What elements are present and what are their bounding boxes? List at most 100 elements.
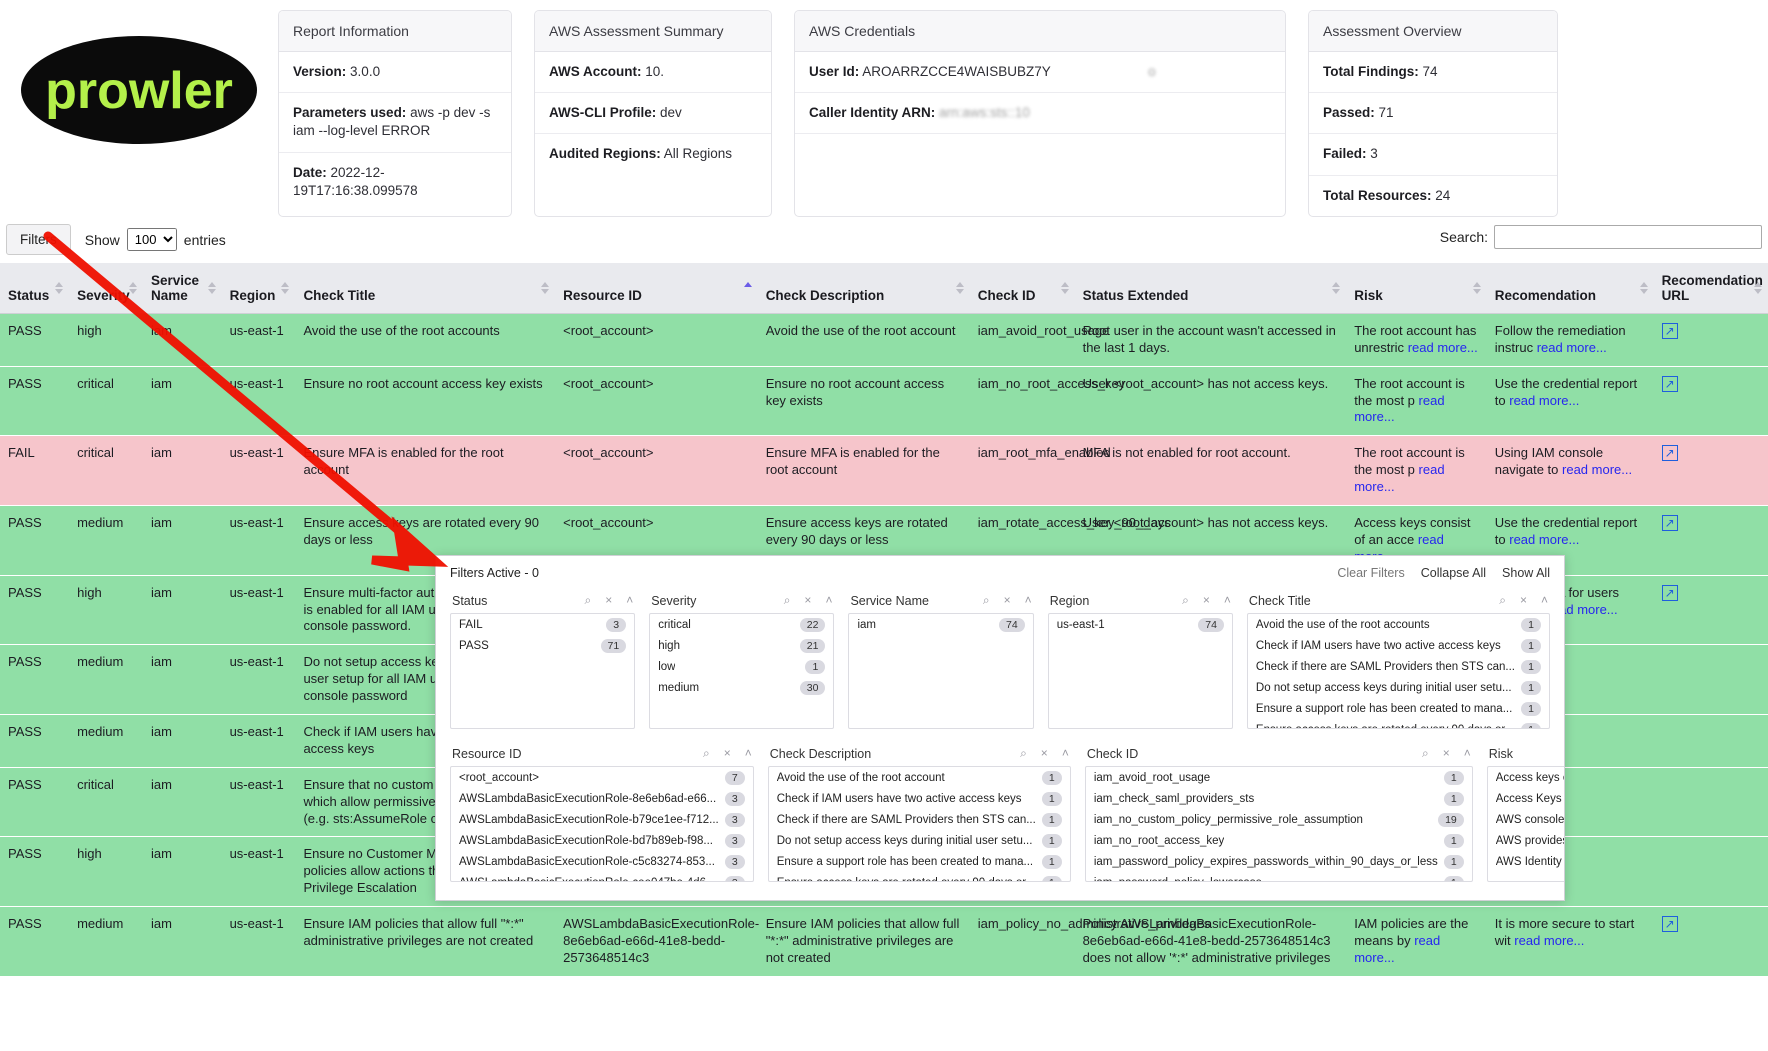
filter-option[interactable]: Check if IAM users have two active acces… <box>1248 635 1549 656</box>
chevron-up-icon[interactable]: ˄ <box>1463 746 1471 760</box>
external-link-icon[interactable]: ↗ <box>1661 375 1678 392</box>
filter-option[interactable]: iam_avoid_root_usage 1 <box>1086 767 1472 788</box>
chevron-up-icon[interactable]: ˄ <box>1540 593 1548 607</box>
filter-option[interactable]: us-east-1 74 <box>1049 614 1232 635</box>
filter-option[interactable]: Avoid the use of the root accounts 1 <box>1248 614 1549 635</box>
filter-option[interactable]: low 1 <box>650 656 833 677</box>
sort-icon[interactable] <box>1472 280 1482 296</box>
sort-icon[interactable] <box>1332 280 1341 296</box>
col-severity[interactable]: Severity <box>69 262 143 314</box>
search-icon[interactable]: ⌕ <box>702 746 710 760</box>
col-recomendation-url[interactable]: Recomendation URL <box>1653 262 1768 314</box>
sort-icon-active[interactable] <box>743 280 753 296</box>
read-more-link[interactable]: read more... <box>1562 462 1633 478</box>
clear-icon[interactable]: × <box>723 746 731 760</box>
filter-option-list[interactable]: critical 22 high 21 low 1 medium 30 <box>649 613 835 729</box>
read-more-link[interactable]: read more... <box>1514 933 1585 949</box>
clear-icon[interactable]: × <box>804 593 812 607</box>
external-link-icon[interactable]: ↗ <box>1661 445 1678 462</box>
collapse-all-button[interactable]: Collapse All <box>1420 566 1487 580</box>
filter-option[interactable]: AWSLambdaBasicExecutionRole-c5c83274-853… <box>451 851 753 872</box>
chevron-up-icon[interactable]: ˄ <box>1223 593 1231 607</box>
read-more-link[interactable]: read more... <box>1407 339 1478 355</box>
search-input[interactable] <box>1494 224 1762 249</box>
external-link-icon[interactable]: ↗ <box>1661 322 1678 339</box>
filter-option[interactable]: iam 74 <box>849 614 1032 635</box>
sort-icon[interactable] <box>281 280 290 296</box>
filter-option[interactable]: Ensure a support role has been created t… <box>769 851 1070 872</box>
filter-option[interactable]: Access keys consist of an access key ID … <box>1488 767 1564 788</box>
table-row[interactable]: PASS critical iam us-east-1 Ensure no root a… <box>0 366 1768 437</box>
search-icon[interactable]: ⌕ <box>1499 593 1506 607</box>
search-icon[interactable]: ⌕ <box>783 593 791 607</box>
filter-option[interactable]: critical 22 <box>650 614 833 635</box>
clear-icon[interactable]: × <box>1442 746 1450 760</box>
col-service-name[interactable]: Service Name <box>142 262 222 314</box>
filter-option-list[interactable]: iam 74 <box>848 613 1034 729</box>
filter-option[interactable]: FAIL 3 <box>451 614 634 635</box>
filter-option-list[interactable]: Avoid the use of the root account 1 Check … <box>767 766 1071 882</box>
chevron-up-icon[interactable]: ˄ <box>1061 746 1069 760</box>
filter-option-list[interactable]: us-east-1 74 <box>1047 613 1233 729</box>
filter-option-list[interactable]: Avoid the use of the root accounts 1 Check… <box>1246 613 1550 729</box>
sort-icon[interactable] <box>1060 280 1070 296</box>
filter-option[interactable]: PASS 71 <box>451 635 634 656</box>
filter-option-list[interactable]: Access keys consist of an access key ID … <box>1486 766 1564 882</box>
filter-option-list[interactable]: iam_avoid_root_usage 1 iam_check_saml_prov… <box>1084 766 1473 882</box>
filter-option[interactable]: Check if there are SAML Providers then S… <box>769 809 1070 830</box>
read-more-link[interactable]: read more... <box>1547 601 1618 617</box>
filter-option[interactable]: AWS provides a support center that can b… <box>1488 830 1564 851</box>
filter-option[interactable]: AWS Identity and Access Management is us… <box>1488 851 1564 872</box>
clear-filters-button[interactable]: Clear Filters <box>1337 566 1405 580</box>
search-icon[interactable]: ⌕ <box>584 593 592 607</box>
filter-option[interactable]: Ensure access keys are rotated every 90 … <box>1248 719 1549 728</box>
filter-option[interactable]: iam_check_saml_providers_sts 1 <box>1086 788 1472 809</box>
sort-icon[interactable] <box>1754 280 1763 296</box>
read-more-link[interactable]: read more... <box>1509 392 1580 408</box>
clear-icon[interactable]: × <box>605 593 613 607</box>
external-link-icon[interactable]: ↗ <box>1661 584 1678 601</box>
filter-option[interactable]: iam_no_custom_policy_permissive_role_ass… <box>1086 809 1472 830</box>
filter-option[interactable]: AWSLambdaBasicExecutionRole-8e6eb6ad-e66… <box>451 788 753 809</box>
table-row[interactable]: PASS high iam us-east-1 Avoid the use of the… <box>0 313 1768 367</box>
col-status[interactable]: Status <box>0 262 70 314</box>
read-more-link[interactable]: read more... <box>1509 531 1580 547</box>
clear-icon[interactable]: × <box>1040 746 1048 760</box>
clear-icon[interactable]: × <box>1003 593 1011 607</box>
filter-option[interactable]: Access Keys could be lost or stolen. It … <box>1488 788 1564 809</box>
filter-option[interactable]: Check if there are SAML Providers then S… <box>1248 656 1549 677</box>
col-check-title[interactable]: Check Title <box>295 262 556 314</box>
filter-option[interactable]: <root_account> 7 <box>451 767 753 788</box>
col-region[interactable]: Region <box>221 262 296 314</box>
filter-option[interactable]: AWSLambdaBasicExecutionRole-cee047be-4d6… <box>451 872 753 881</box>
filter-option[interactable]: Ensure a support role has been created t… <box>1248 698 1549 719</box>
table-row[interactable]: FAIL critical iam us-east-1 Ensure MFA is en… <box>0 435 1768 506</box>
chevron-up-icon[interactable]: ˄ <box>626 593 634 607</box>
chevron-up-icon[interactable]: ˄ <box>825 593 833 607</box>
sort-icon[interactable] <box>955 280 965 296</box>
filter-option[interactable]: Check if IAM users have two active acces… <box>769 788 1070 809</box>
filters-button[interactable]: Filters <box>6 224 71 256</box>
search-icon[interactable]: ⌕ <box>1421 746 1429 760</box>
read-more-link[interactable]: read more... <box>1354 933 1441 965</box>
filter-option[interactable]: medium 30 <box>650 677 833 698</box>
clear-icon[interactable]: × <box>1519 593 1527 607</box>
filter-option[interactable]: AWS console defaults the checkbox for cr… <box>1488 809 1564 830</box>
filter-option[interactable]: iam_no_root_access_key 1 <box>1086 830 1472 851</box>
col-check-id[interactable]: Check ID <box>969 262 1075 314</box>
search-icon[interactable]: ⌕ <box>982 593 990 607</box>
read-more-link[interactable]: read more... <box>1354 392 1445 425</box>
col-status-extended[interactable]: Status Extended <box>1074 262 1347 314</box>
chevron-up-icon[interactable]: ˄ <box>1024 593 1032 607</box>
show-all-button[interactable]: Show All <box>1502 566 1550 580</box>
sort-icon[interactable] <box>55 280 64 296</box>
filter-option[interactable]: Avoid the use of the root account 1 <box>769 767 1070 788</box>
filter-option[interactable]: AWSLambdaBasicExecutionRole-b79ce1ee-f71… <box>451 809 753 830</box>
col-resource-id[interactable]: Resource ID <box>555 262 758 314</box>
filter-option-list[interactable]: <root_account> 7 AWSLambdaBasicExecutionRo… <box>450 766 754 882</box>
external-link-icon[interactable]: ↗ <box>1661 916 1678 933</box>
clear-icon[interactable]: × <box>1202 593 1210 607</box>
col-recomendation[interactable]: Recomendation <box>1486 262 1654 314</box>
filter-option[interactable]: iam_password_policy_expires_passwords_wi… <box>1086 851 1472 872</box>
filter-option[interactable]: Do not setup access keys during initial … <box>769 830 1070 851</box>
